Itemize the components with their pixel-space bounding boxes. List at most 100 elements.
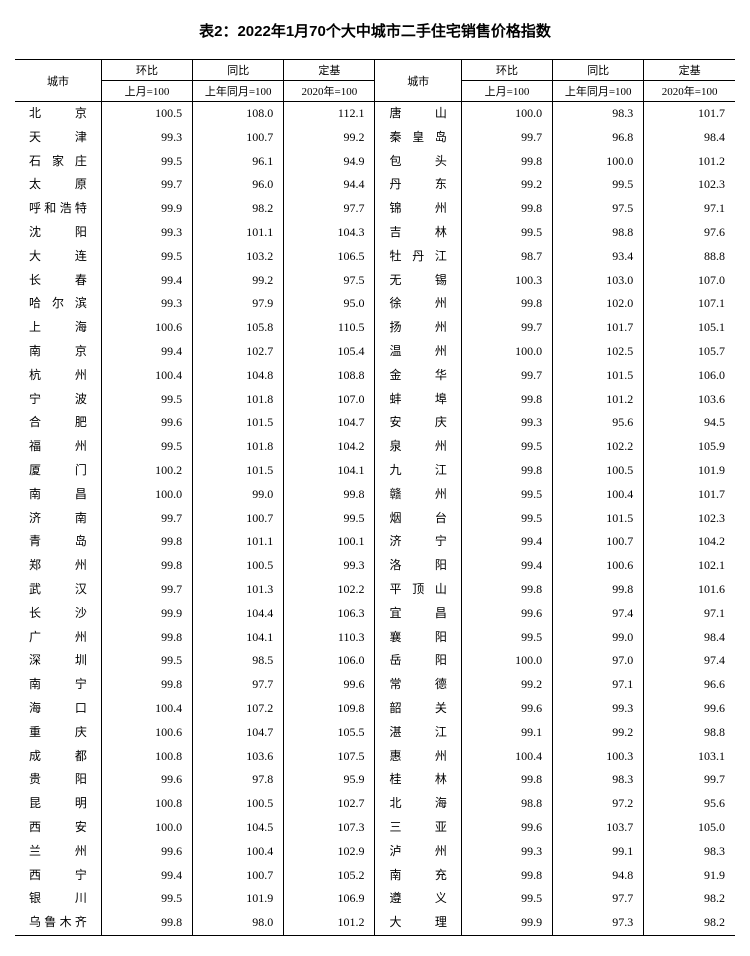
- value-cell: 91.9: [644, 864, 735, 888]
- value-cell: 98.3: [553, 102, 644, 126]
- price-index-table: 城市 环比 同比 定基 城市 环比 同比 定基 上月=100 上年同月=100 …: [15, 59, 735, 936]
- value-cell: 99.8: [101, 673, 192, 697]
- city-cell: 扬 州: [375, 316, 461, 340]
- table-row: 贵 阳99.697.895.9桂 林99.898.399.7: [15, 768, 735, 792]
- table-row: 兰 州99.6100.4102.9泸 州99.399.198.3: [15, 840, 735, 864]
- value-cell: 97.1: [644, 197, 735, 221]
- value-cell: 98.8: [553, 221, 644, 245]
- value-cell: 99.5: [553, 173, 644, 197]
- city-cell: 赣 州: [375, 483, 461, 507]
- city-cell: 长 春: [15, 269, 101, 293]
- city-cell: 大 理: [375, 911, 461, 935]
- value-cell: 100.7: [193, 864, 284, 888]
- value-cell: 98.2: [644, 887, 735, 911]
- value-cell: 99.0: [553, 626, 644, 650]
- value-cell: 99.6: [644, 697, 735, 721]
- value-cell: 100.3: [461, 269, 552, 293]
- value-cell: 102.9: [284, 840, 375, 864]
- value-cell: 101.6: [644, 578, 735, 602]
- value-cell: 104.1: [193, 626, 284, 650]
- value-cell: 99.2: [193, 269, 284, 293]
- value-cell: 99.6: [461, 602, 552, 626]
- value-cell: 102.5: [553, 340, 644, 364]
- header-yoy-right: 同比: [553, 60, 644, 81]
- value-cell: 98.0: [193, 911, 284, 935]
- value-cell: 102.2: [284, 578, 375, 602]
- value-cell: 97.8: [193, 768, 284, 792]
- value-cell: 95.0: [284, 292, 375, 316]
- table-row: 沈 阳99.3101.1104.3吉 林99.598.897.6: [15, 221, 735, 245]
- value-cell: 97.1: [644, 602, 735, 626]
- value-cell: 99.1: [553, 840, 644, 864]
- value-cell: 96.8: [553, 126, 644, 150]
- value-cell: 99.8: [461, 864, 552, 888]
- value-cell: 99.7: [461, 316, 552, 340]
- value-cell: 99.8: [461, 150, 552, 174]
- table-row: 济 南99.7100.799.5烟 台99.5101.5102.3: [15, 507, 735, 531]
- value-cell: 101.1: [193, 221, 284, 245]
- city-cell: 深 圳: [15, 649, 101, 673]
- table-row: 西 安100.0104.5107.3三 亚99.6103.7105.0: [15, 816, 735, 840]
- city-cell: 常 德: [375, 673, 461, 697]
- value-cell: 99.6: [461, 816, 552, 840]
- table-row: 呼和浩特99.998.297.7锦 州99.897.597.1: [15, 197, 735, 221]
- value-cell: 104.5: [193, 816, 284, 840]
- value-cell: 97.7: [193, 673, 284, 697]
- city-cell: 福 州: [15, 435, 101, 459]
- city-cell: 唐 山: [375, 102, 461, 126]
- value-cell: 93.4: [553, 245, 644, 269]
- value-cell: 96.1: [193, 150, 284, 174]
- value-cell: 100.1: [284, 530, 375, 554]
- value-cell: 99.4: [101, 340, 192, 364]
- header-mom-left: 环比: [101, 60, 192, 81]
- value-cell: 100.0: [461, 649, 552, 673]
- value-cell: 102.0: [553, 292, 644, 316]
- value-cell: 100.6: [553, 554, 644, 578]
- city-cell: 包 头: [375, 150, 461, 174]
- value-cell: 108.0: [193, 102, 284, 126]
- value-cell: 96.0: [193, 173, 284, 197]
- value-cell: 97.6: [644, 221, 735, 245]
- subheader-mom-right: 上月=100: [461, 81, 552, 102]
- value-cell: 98.2: [193, 197, 284, 221]
- city-cell: 沈 阳: [15, 221, 101, 245]
- table-row: 合 肥99.6101.5104.7安 庆99.395.694.5: [15, 411, 735, 435]
- table-row: 重 庆100.6104.7105.5湛 江99.199.298.8: [15, 721, 735, 745]
- city-cell: 济 南: [15, 507, 101, 531]
- city-cell: 安 庆: [375, 411, 461, 435]
- value-cell: 110.5: [284, 316, 375, 340]
- value-cell: 98.3: [644, 840, 735, 864]
- city-cell: 武 汉: [15, 578, 101, 602]
- value-cell: 98.4: [644, 126, 735, 150]
- city-cell: 牡 丹 江: [375, 245, 461, 269]
- value-cell: 100.6: [101, 316, 192, 340]
- table-row: 天 津99.3100.799.2秦 皇 岛99.796.898.4: [15, 126, 735, 150]
- value-cell: 99.8: [461, 197, 552, 221]
- city-cell: 徐 州: [375, 292, 461, 316]
- value-cell: 99.7: [101, 578, 192, 602]
- value-cell: 99.8: [461, 292, 552, 316]
- table-row: 西 宁99.4100.7105.2南 充99.894.891.9: [15, 864, 735, 888]
- header-city-right: 城市: [375, 60, 461, 102]
- table-row: 南 京99.4102.7105.4温 州100.0102.5105.7: [15, 340, 735, 364]
- value-cell: 109.8: [284, 697, 375, 721]
- value-cell: 99.5: [461, 507, 552, 531]
- city-cell: 湛 江: [375, 721, 461, 745]
- value-cell: 97.5: [553, 197, 644, 221]
- value-cell: 100.5: [553, 459, 644, 483]
- city-cell: 太 原: [15, 173, 101, 197]
- city-cell: 金 华: [375, 364, 461, 388]
- city-cell: 平 顶 山: [375, 578, 461, 602]
- value-cell: 99.9: [101, 602, 192, 626]
- value-cell: 98.7: [461, 245, 552, 269]
- city-cell: 丹 东: [375, 173, 461, 197]
- table-body: 北 京100.5108.0112.1唐 山100.098.3101.7天 津99…: [15, 102, 735, 936]
- value-cell: 94.5: [644, 411, 735, 435]
- table-row: 银 川99.5101.9106.9遵 义99.597.798.2: [15, 887, 735, 911]
- value-cell: 105.4: [284, 340, 375, 364]
- city-cell: 贵 阳: [15, 768, 101, 792]
- city-cell: 合 肥: [15, 411, 101, 435]
- value-cell: 99.5: [461, 483, 552, 507]
- table-row: 上 海100.6105.8110.5扬 州99.7101.7105.1: [15, 316, 735, 340]
- city-cell: 上 海: [15, 316, 101, 340]
